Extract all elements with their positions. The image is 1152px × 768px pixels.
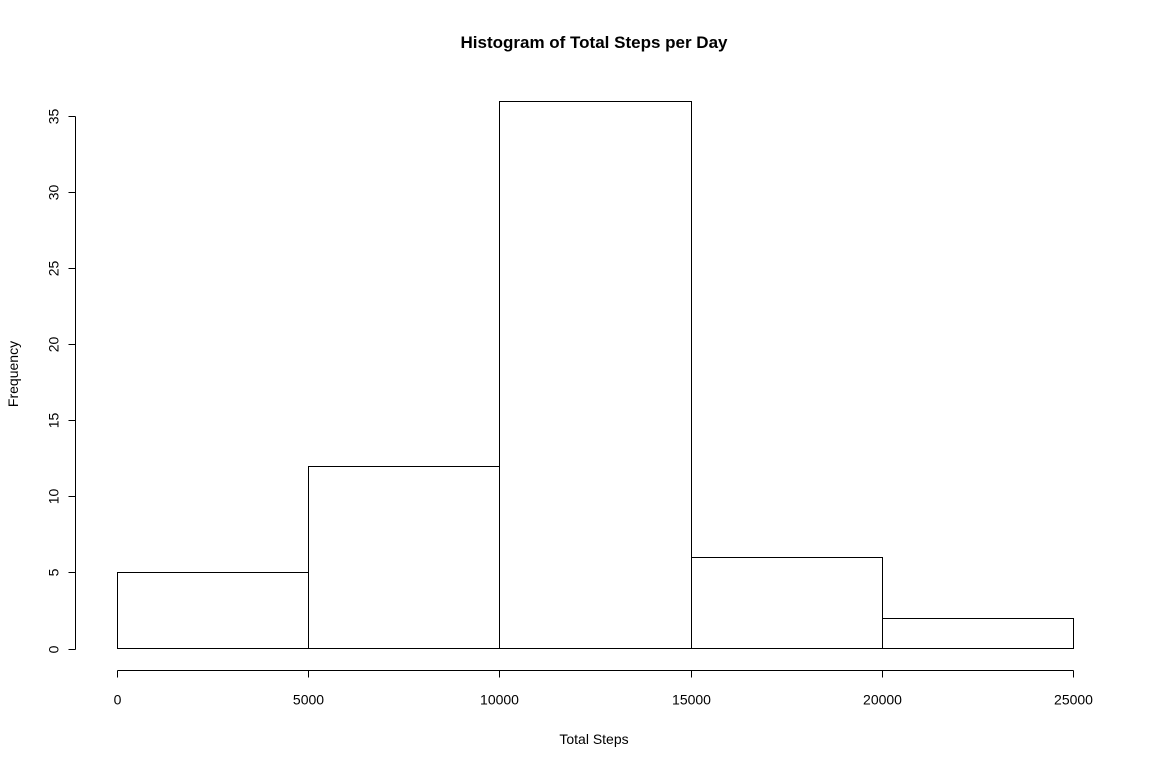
y-tick-label: 35 (46, 109, 62, 125)
x-tick-label: 15000 (672, 692, 711, 708)
y-tick-label: 15 (46, 413, 62, 429)
x-tick-label: 0 (114, 692, 122, 708)
y-tick-label: 25 (46, 261, 62, 277)
y-tick-label: 5 (46, 568, 62, 576)
x-tick-label: 20000 (863, 692, 902, 708)
histogram-bar-2 (499, 101, 692, 649)
x-axis-label: Total Steps (559, 731, 628, 747)
x-tick-label: 10000 (480, 692, 519, 708)
histogram-bar-0 (117, 572, 309, 649)
bars-group (117, 101, 1074, 649)
y-axis-label: Frequency (5, 341, 21, 407)
y-tick-label: 0 (46, 645, 62, 653)
histogram-bar-4 (882, 618, 1074, 649)
histogram-bar-1 (308, 466, 500, 649)
histogram-bar-3 (691, 557, 883, 649)
y-axis: 0 5 10 15 20 25 30 35 (46, 109, 76, 653)
x-axis: 0 5000 10000 15000 20000 25000 (114, 670, 1093, 708)
x-tick-label: 25000 (1054, 692, 1093, 708)
chart-title: Histogram of Total Steps per Day (460, 33, 728, 52)
y-tick-label: 30 (46, 185, 62, 201)
y-tick-label: 10 (46, 489, 62, 505)
x-tick-label: 5000 (293, 692, 324, 708)
y-tick-label: 20 (46, 337, 62, 353)
